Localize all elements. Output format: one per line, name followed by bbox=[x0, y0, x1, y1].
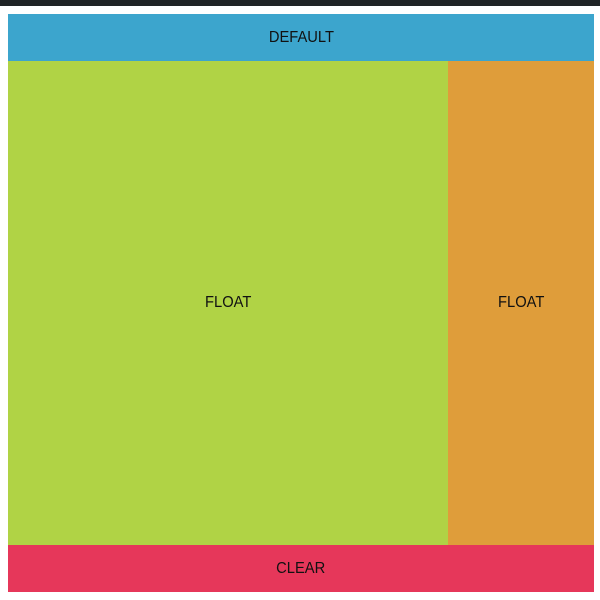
float-right-block: FLOAT bbox=[448, 61, 594, 545]
default-label: DEFAULT bbox=[268, 28, 334, 46]
default-block: DEFAULT bbox=[8, 14, 594, 61]
page-frame: DEFAULT FLOAT FLOAT CLEAR bbox=[0, 6, 600, 600]
clear-block: CLEAR bbox=[8, 545, 594, 592]
layout-demo: DEFAULT FLOAT FLOAT CLEAR bbox=[8, 14, 594, 598]
float-left-block: FLOAT bbox=[8, 61, 448, 545]
float-left-label: FLOAT bbox=[204, 294, 252, 311]
float-right-label: FLOAT bbox=[497, 294, 545, 311]
clear-label: CLEAR bbox=[276, 559, 326, 577]
